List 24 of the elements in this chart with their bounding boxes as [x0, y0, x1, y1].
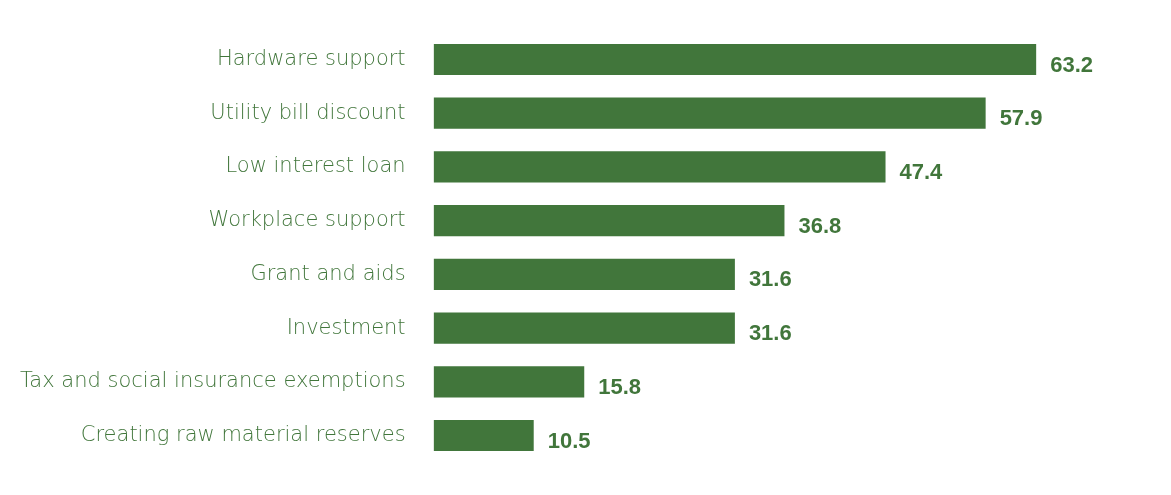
bar	[433, 97, 986, 129]
y-tick-label: Workplace support	[208, 207, 406, 232]
y-tick-label: Hardware support	[216, 45, 406, 70]
bar	[433, 43, 1037, 76]
bar	[433, 205, 785, 237]
bar	[433, 312, 735, 344]
data-label: 47.4	[899, 158, 944, 184]
data-label: 63.2	[1050, 51, 1093, 77]
y-tick-label: Creating raw material reserves	[80, 421, 406, 446]
bar	[433, 258, 735, 290]
data-label: 57.9	[999, 105, 1043, 131]
bar	[433, 419, 534, 452]
y-tick-label: Utility bill discount	[210, 99, 406, 124]
data-label: 15.8	[598, 373, 642, 399]
data-label: 31.6	[748, 320, 792, 346]
data-label: 36.8	[798, 212, 842, 238]
bar	[433, 366, 585, 398]
y-tick-label: Tax and social insurance exemptions	[20, 368, 406, 393]
data-label: 10.5	[547, 427, 591, 453]
y-tick-label: Grant and aids	[250, 260, 406, 285]
data-label: 31.6	[748, 266, 792, 292]
y-tick-label: Low interest loan	[225, 153, 406, 178]
y-tick-label: Investment	[286, 314, 406, 339]
bar	[433, 151, 886, 183]
